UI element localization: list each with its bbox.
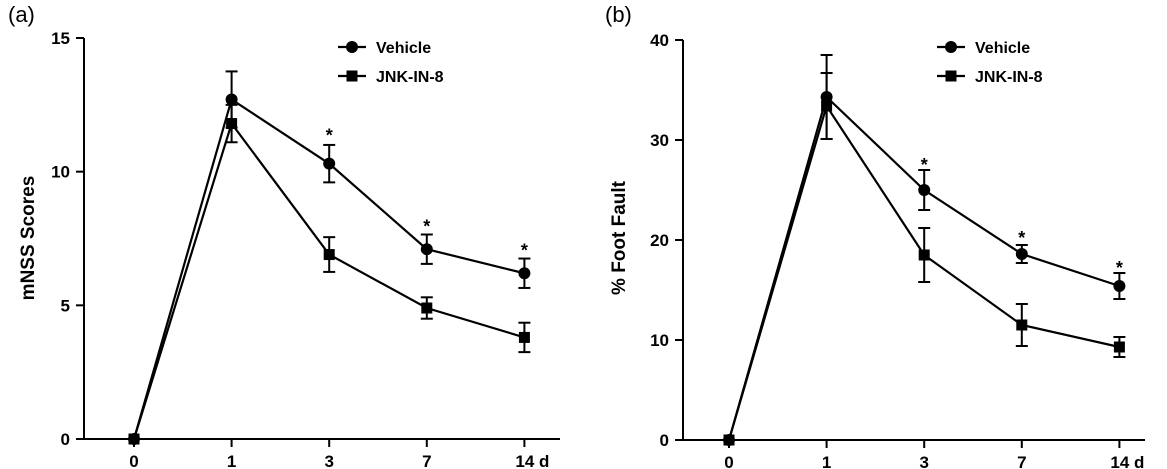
y-tick-label: 30 (650, 131, 669, 150)
data-point (1113, 341, 1125, 353)
legend-label: Vehicle (376, 40, 431, 57)
data-point (518, 267, 531, 280)
y-axis-label: mNSS Scores (18, 176, 39, 301)
x-tick-label: 0 (724, 453, 733, 469)
x-tick-label: 1 (822, 453, 831, 469)
data-point (420, 243, 433, 256)
data-point (1113, 280, 1126, 292)
significance-star: * (1018, 228, 1025, 248)
legend-label: Vehicle (975, 40, 1030, 57)
y-tick-label: 5 (61, 296, 70, 315)
significance-star: * (326, 126, 333, 146)
data-point (421, 302, 433, 314)
legend-marker (346, 41, 358, 53)
x-tick-label: 3 (919, 453, 928, 469)
data-point (1016, 319, 1028, 331)
x-tick-label: 0 (129, 452, 138, 469)
chart-a-svg: (a) mNSS Scores 0 5 10 15 0 1 3 7 14 d * * * Vehicle… (8, 2, 560, 469)
plot-area: 0 5 10 15 0 1 3 7 14 d * * * Vehicle JNK-IN-8 (51, 29, 560, 469)
y-tick-label: 20 (650, 231, 669, 250)
x-tick-label: 7 (422, 452, 431, 469)
y-tick-label: 15 (51, 29, 70, 48)
data-point (1015, 248, 1028, 260)
panel-label: (a) (8, 2, 35, 27)
y-tick-label: 10 (650, 331, 669, 350)
data-point (918, 184, 931, 196)
data-point (821, 100, 833, 112)
y-axis-label: % Foot Fault (609, 180, 630, 295)
significance-star: * (521, 241, 528, 261)
x-tick-label: 1 (227, 452, 236, 469)
data-point (323, 249, 335, 261)
legend-label: JNK-IN-8 (975, 69, 1043, 86)
data-point (225, 93, 238, 106)
legend-marker (346, 70, 358, 82)
chart-panel-b: (b) % Foot Fault 0 10 20 30 40 0 1 3 7 14 d * * * Veh… (583, 0, 1167, 469)
legend-marker (945, 41, 957, 53)
x-tick-label: 14 d (1110, 453, 1144, 469)
legend-marker (945, 70, 957, 82)
data-point (723, 434, 735, 446)
significance-star: * (921, 155, 928, 175)
data-point (918, 249, 930, 261)
y-tick-label: 0 (660, 431, 669, 450)
significance-star: * (423, 216, 430, 236)
legend-label: JNK-IN-8 (376, 69, 444, 86)
data-point (323, 157, 336, 170)
chart-panel-a: (a) mNSS Scores 0 5 10 15 0 1 3 7 14 d * * * Vehicle… (0, 0, 583, 469)
significance-star: * (1116, 258, 1123, 278)
y-tick-label: 0 (61, 430, 70, 449)
plot-area: 0 10 20 30 40 0 1 3 7 14 d * * * Vehicle JNK-IN-8 (650, 31, 1145, 469)
data-point (128, 433, 140, 445)
data-point (518, 331, 530, 343)
x-tick-label: 14 d (515, 452, 549, 469)
chart-b-svg: (b) % Foot Fault 0 10 20 30 40 0 1 3 7 14 d * * * Veh… (605, 2, 1145, 469)
y-tick-label: 40 (650, 31, 669, 50)
y-tick-label: 10 (51, 163, 70, 182)
data-point (226, 118, 238, 130)
x-tick-label: 3 (324, 452, 333, 469)
panel-label: (b) (605, 2, 632, 27)
x-tick-label: 7 (1017, 453, 1026, 469)
